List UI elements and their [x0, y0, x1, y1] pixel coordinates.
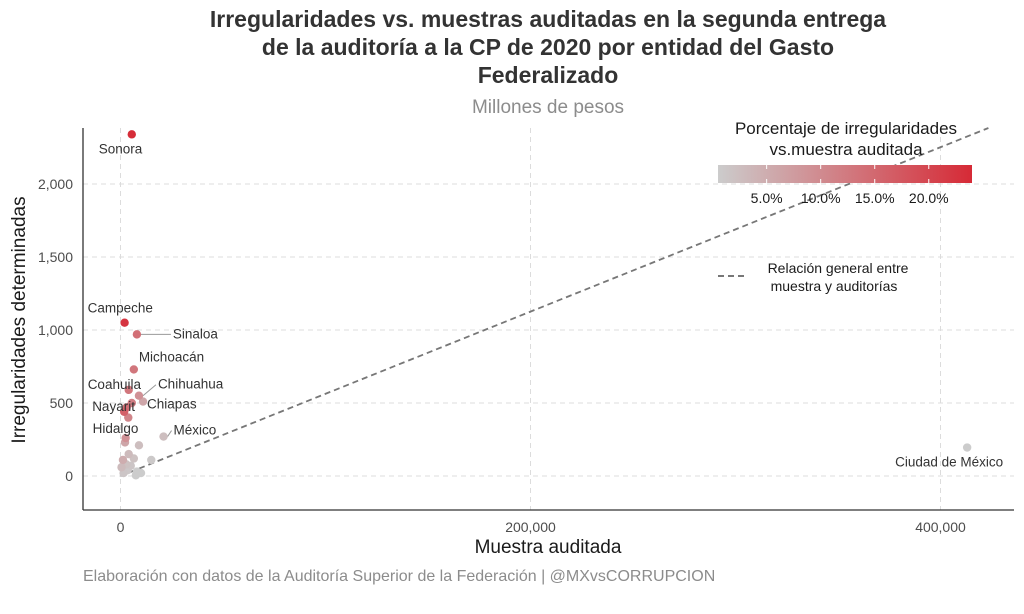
title-line-1: Irregularidades vs. muestras auditadas e…: [210, 6, 886, 32]
trend-line: [120, 127, 989, 477]
chart-caption: Elaboración con datos de la Auditoría Su…: [83, 568, 715, 585]
data-point-sonora: [127, 130, 136, 139]
y-tick-label: 0: [65, 468, 73, 484]
y-tick-label: 2,000: [38, 176, 73, 192]
data-point-coahuila: [124, 385, 133, 395]
point-label-chiapas: Chiapas: [147, 397, 197, 412]
color-legend: Porcentaje de irregularidades vs.muestra…: [718, 119, 972, 206]
data-point-nayarit: [119, 407, 129, 416]
data-point: [134, 441, 144, 450]
data-point-ciudad-de-m-xico: [962, 443, 972, 452]
data-point-hidalgo: [121, 433, 130, 443]
data-point: [124, 413, 133, 422]
data-points: [117, 130, 972, 480]
point-label-chihuahua: Chihuahua: [158, 377, 224, 392]
gridlines: [83, 128, 1014, 510]
data-point-chiapas: [138, 397, 148, 406]
title-line-3: Federalizado: [478, 62, 619, 88]
point-labels: Sonora Campeche Sinaloa Michoacán Coahuila Ch…: [88, 141, 1004, 469]
y-axis-ticks: 0 500 1,000 1,500 2,000: [38, 176, 73, 484]
color-legend-title-line-1: Porcentaje de irregularidades: [735, 119, 957, 138]
point-label-m-xico: México: [174, 423, 217, 438]
data-point-sinaloa: [132, 330, 142, 339]
trend-legend: Relación general entre muestra y auditor…: [718, 260, 909, 294]
color-legend-tick-label: 20.0%: [909, 190, 949, 206]
point-label-campeche: Campeche: [88, 301, 153, 316]
point-label-michoac-n: Michoacán: [139, 349, 204, 364]
data-point-michoac-n: [129, 365, 139, 374]
chart-title: Irregularidades vs. muestras auditadas e…: [210, 6, 886, 88]
chart-subtitle: Millones de pesos: [472, 97, 624, 118]
point-label-coahuila: Coahuila: [88, 377, 142, 392]
axes: [82, 128, 1014, 511]
x-tick-label: 400,000: [915, 519, 966, 535]
trend-legend-label-line-1: Relación general entre: [768, 260, 909, 276]
point-label-sinaloa: Sinaloa: [173, 326, 219, 341]
point-label-ciudad-de-m-xico: Ciudad de México: [895, 455, 1003, 470]
y-axis-title: Irregularidades determinadas: [9, 196, 30, 443]
x-axis-title: Muestra auditada: [475, 537, 622, 558]
point-label-nayarit: Nayarit: [92, 399, 135, 414]
data-point-m-xico: [159, 432, 168, 441]
data-point: [118, 455, 128, 465]
y-tick-label: 1,500: [38, 249, 73, 265]
color-legend-tick-label: 5.0%: [751, 190, 783, 206]
data-point-chihuahua: [134, 391, 144, 400]
title-line-2: de la auditoría a la CP de 2020 por enti…: [262, 34, 834, 60]
data-point: [124, 449, 133, 459]
x-tick-label: 0: [117, 519, 125, 535]
y-tick-label: 500: [50, 395, 74, 411]
color-legend-bar: [718, 165, 972, 183]
trend-line-group: [120, 127, 989, 477]
color-legend-title-line-2: vs.muestra auditada: [769, 140, 923, 159]
trend-legend-label-line-2: muestra y auditorías: [771, 278, 898, 294]
y-tick-label: 1,000: [38, 322, 73, 338]
color-legend-tick-label: 10.0%: [801, 190, 841, 206]
data-point: [117, 463, 126, 472]
data-point: [147, 455, 156, 465]
label-connector: [142, 384, 157, 397]
color-legend-tick-label: 15.0%: [855, 190, 895, 206]
point-label-hidalgo: Hidalgo: [93, 421, 139, 436]
point-label-sonora: Sonora: [99, 141, 143, 156]
color-legend-ticks: 5.0% 10.0% 15.0% 20.0%: [751, 165, 949, 206]
data-point-campeche: [120, 318, 129, 327]
x-tick-label: 200,000: [505, 519, 556, 535]
label-connectors: [140, 333, 172, 437]
label-connector: [167, 430, 172, 437]
data-point: [131, 471, 141, 480]
